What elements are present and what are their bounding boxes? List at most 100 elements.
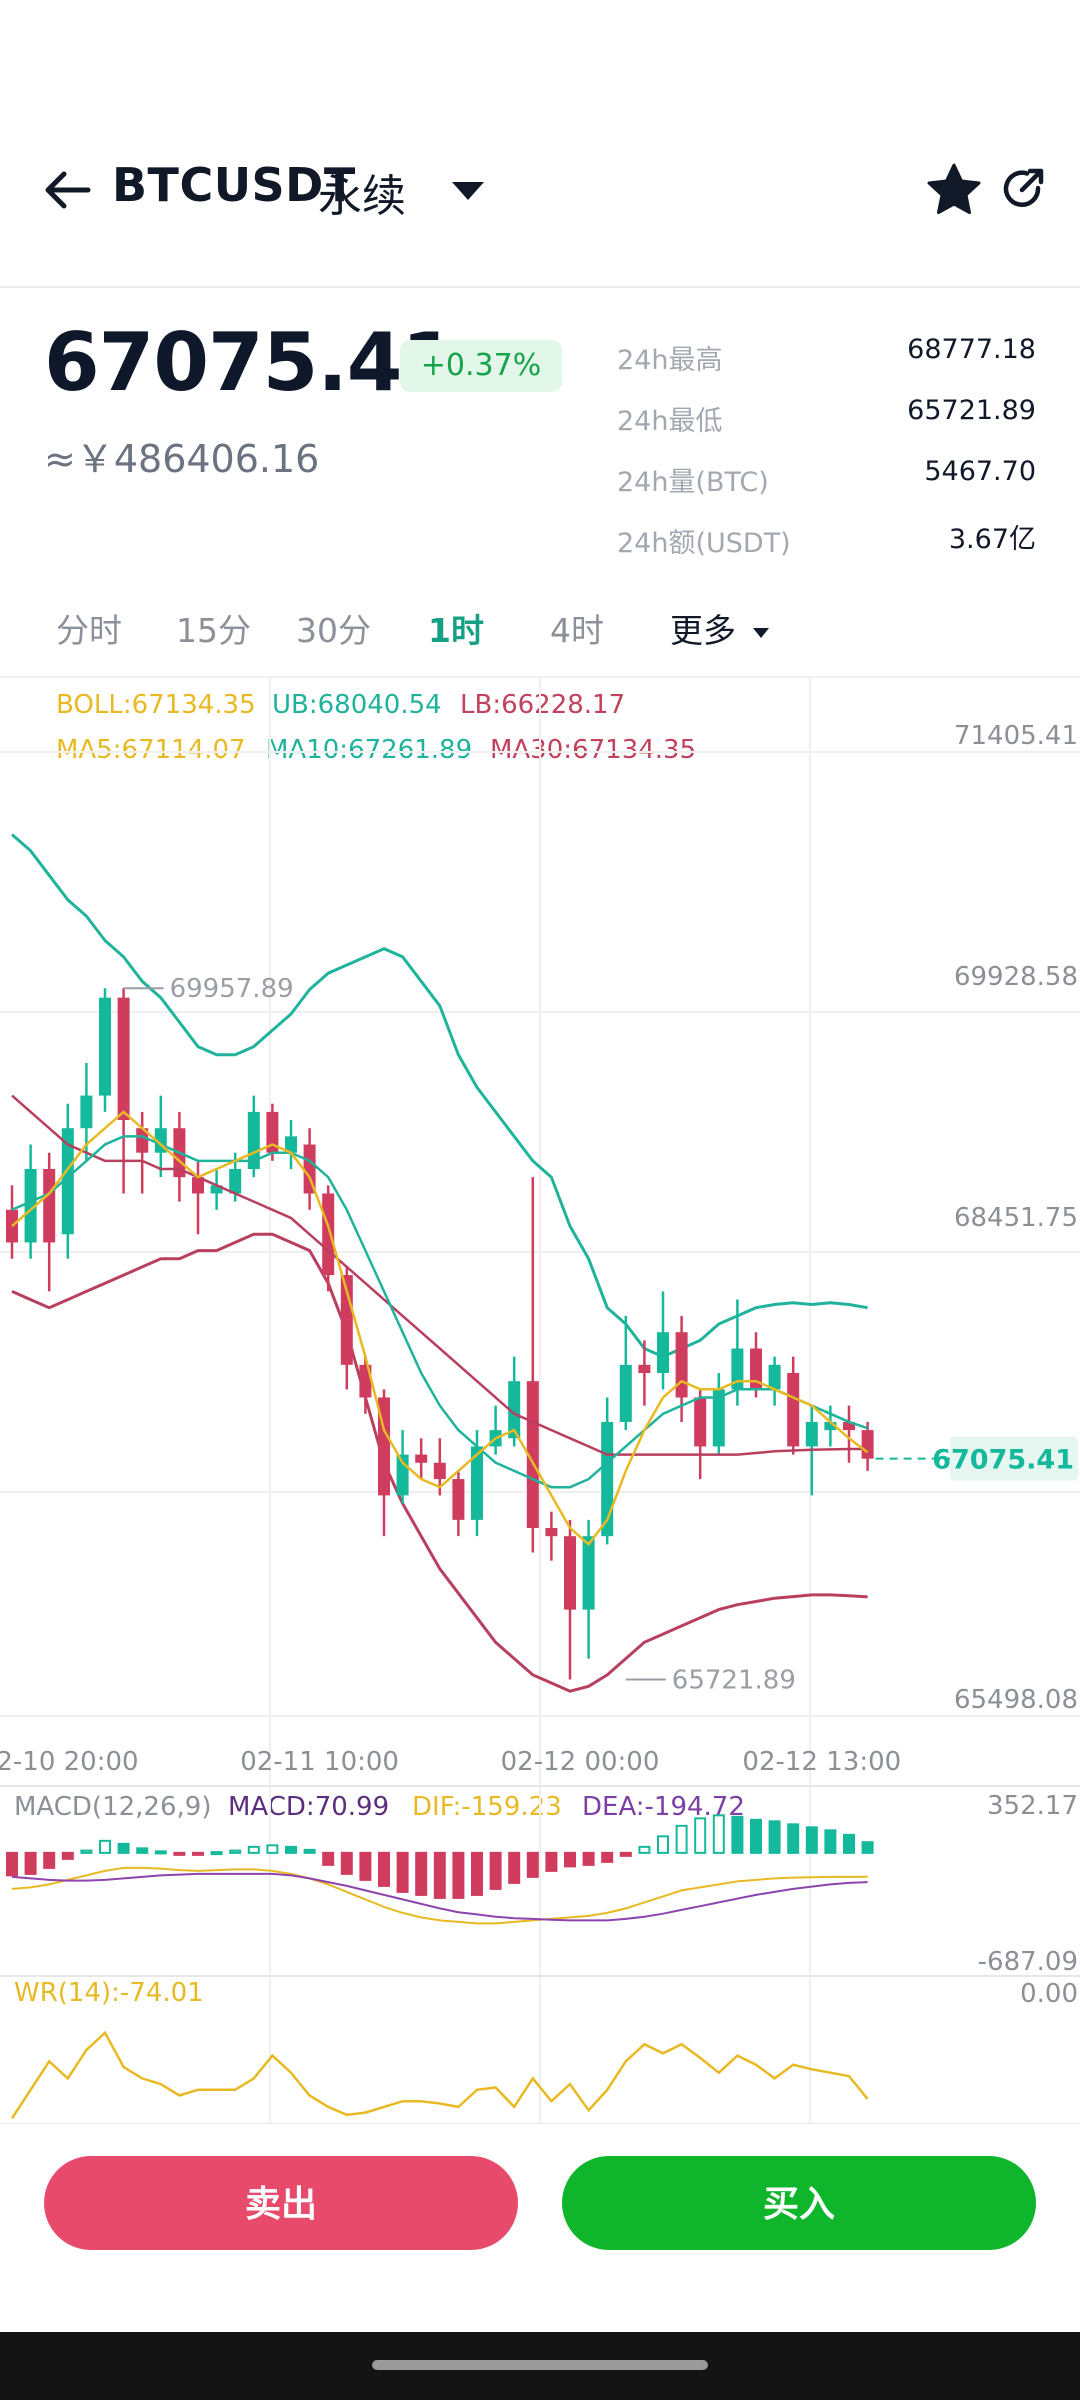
kline-chart[interactable]: 71405.41 69928.58 68451.75 65498.08 02-10 20… [0,0,1080,2124]
macd-histogram-bar [452,1851,465,1899]
macd-histogram-bar [303,1848,316,1854]
candle-body [285,1136,297,1153]
macd-histogram-bar [285,1845,297,1854]
boll-upper-line [11,833,868,1359]
stat-value-low: 65721.89 [907,395,1036,426]
ma10-line [11,1135,869,1489]
legend-boll: BOLL:67134.35 [56,690,256,720]
tab-1h[interactable]: 1时 [428,611,484,650]
candlesticks [6,988,874,1680]
stat-value-turnover: 3.67亿 [948,524,1036,555]
macd-histogram-bar [675,1824,688,1854]
macd-dif-line [11,1866,868,1925]
moving-averages [11,1094,869,1547]
macd-histogram-bar [861,1841,874,1854]
candle-body [452,1479,465,1520]
macd-histogram-bar [247,1845,260,1854]
legend-dif: DIF:-159.23 [412,1792,562,1822]
macd-histogram-bar [340,1851,353,1875]
x-tick-label: 02-10 20:00 [0,1747,139,1777]
legend-ma10: MA10:67261.89 [266,735,473,765]
y-tick-label: 65498.08 [954,1685,1078,1715]
candle-body [787,1372,800,1447]
candle-body [750,1348,762,1390]
candle-body [843,1421,855,1431]
candle-body [229,1169,242,1194]
chart-grid [0,676,1080,2124]
top-bar [0,0,1080,288]
candle-body [117,997,130,1121]
legend-wr: WR(14):-74.01 [14,1978,204,2008]
macd-histogram-bar [545,1851,558,1872]
symbol-title[interactable]: BTCUSDT [112,158,356,212]
macd-histogram-bar [601,1851,614,1863]
candle-body [638,1364,651,1373]
candle-body [99,997,111,1096]
legend-ma30: MA30:67134.35 [490,735,697,765]
legend-ma5: MA5:67114.07 [56,735,246,765]
macd-histogram-bar [564,1851,576,1868]
macd-dea-line [11,1872,868,1922]
macd-histogram-bar [61,1851,74,1860]
stat-label-turnover: 24h额(USDT) [617,528,791,559]
extreme-price-label: 65721.89 [672,1665,796,1695]
tab-15m[interactable]: 15分 [176,611,251,650]
macd-histogram-bar [210,1851,223,1856]
macd-histogram-bar [433,1851,446,1899]
macd-histogram-bar [192,1851,204,1856]
candle-body [712,1389,725,1447]
sell-button[interactable]: 卖出 [44,2156,518,2250]
stat-label-high: 24h最高 [617,345,723,376]
candle-body [415,1454,428,1463]
y-tick-label: 68451.75 [954,1203,1078,1233]
macd-histogram-bar [582,1851,595,1866]
tab-30m[interactable]: 30分 [296,611,371,650]
macd-panel: 352.17 -687.09 [6,1791,1078,1977]
macd-histogram-bar [117,1842,130,1854]
stat-label-low: 24h最低 [617,406,723,437]
macd-histogram-bar [322,1851,335,1866]
contract-type-label[interactable]: 永续 [318,171,406,222]
buy-button[interactable]: 买入 [562,2156,1036,2250]
candle-body [61,1128,74,1235]
candle-body [601,1421,614,1537]
macd-histogram-bar [6,1851,18,1877]
candle-body [545,1528,558,1537]
candle-body [824,1421,837,1431]
legend-ub: UB:68040.54 [272,690,442,720]
macd-histogram-bar [136,1847,149,1854]
macd-histogram-bar [731,1815,744,1854]
macd-histogram-bar [619,1851,632,1857]
macd-histogram-bar [173,1851,186,1856]
macd-histogram-bar [154,1850,167,1855]
macd-histogram-bar [768,1820,781,1854]
macd-histogram-bar [24,1851,37,1875]
candle-body [433,1462,446,1480]
candle-body [582,1536,595,1610]
back-arrow-icon[interactable] [40,160,100,220]
macd-histogram-bar [638,1845,651,1854]
boll-lower-line [11,1232,868,1693]
candle-body [657,1332,669,1373]
ma5-line [11,1110,869,1547]
macd-histogram-bar [508,1851,521,1884]
macd-histogram-bar [489,1851,502,1890]
macd-histogram-bar [824,1829,837,1854]
candle-body [247,1111,260,1170]
macd-histogram-bar [43,1851,56,1869]
tab-4h[interactable]: 4时 [550,611,604,650]
home-indicator[interactable] [372,2360,708,2370]
tab-more[interactable]: 更多 [670,604,771,652]
legend-macd-params: MACD(12,26,9) [14,1792,212,1822]
wr-line [10,2030,869,2119]
candle-body [471,1446,483,1520]
candle-body [192,1177,204,1194]
candle-body [731,1348,744,1390]
tab-timeshare[interactable]: 分时 [56,611,122,650]
caret-down-icon[interactable] [448,176,488,206]
star-icon[interactable] [924,160,984,220]
candle-body [768,1364,781,1390]
candle-body [564,1536,576,1610]
macd-histogram-bar [805,1826,818,1854]
share-icon[interactable] [1000,166,1046,212]
